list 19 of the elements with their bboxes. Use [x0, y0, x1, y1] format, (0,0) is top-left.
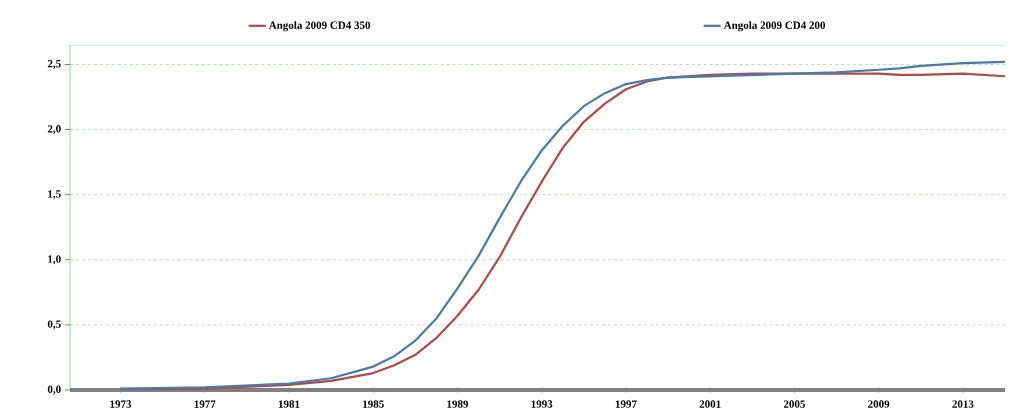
y-tick-label: 2,5	[47, 60, 61, 70]
x-tick-label: 2013	[952, 400, 974, 408]
x-tick-label: 1977	[194, 400, 216, 408]
legend-label: Angola 2009 CD4 200	[723, 21, 826, 32]
y-tick-label: 0,0	[47, 385, 61, 395]
y-tick-label: 0,5	[47, 320, 61, 330]
x-tick-label: 1993	[531, 400, 553, 408]
y-tick-label: 1,0	[48, 255, 61, 265]
x-tick-label: 1985	[363, 400, 384, 408]
x-tick-label: 1973	[110, 400, 132, 408]
y-tick-label: 1,5	[48, 190, 61, 200]
x-tick-label: 2001	[699, 400, 721, 408]
y-tick-label: 2,0	[47, 125, 61, 135]
x-tick-label: 1989	[447, 400, 469, 408]
x-tick-label: 1997	[615, 400, 637, 408]
x-tick-label: 2009	[868, 400, 890, 408]
legend-label: Angola 2009 CD4 350	[268, 21, 371, 32]
x-tick-label: 1981	[278, 400, 300, 408]
x-tick-label: 2005	[783, 400, 806, 408]
